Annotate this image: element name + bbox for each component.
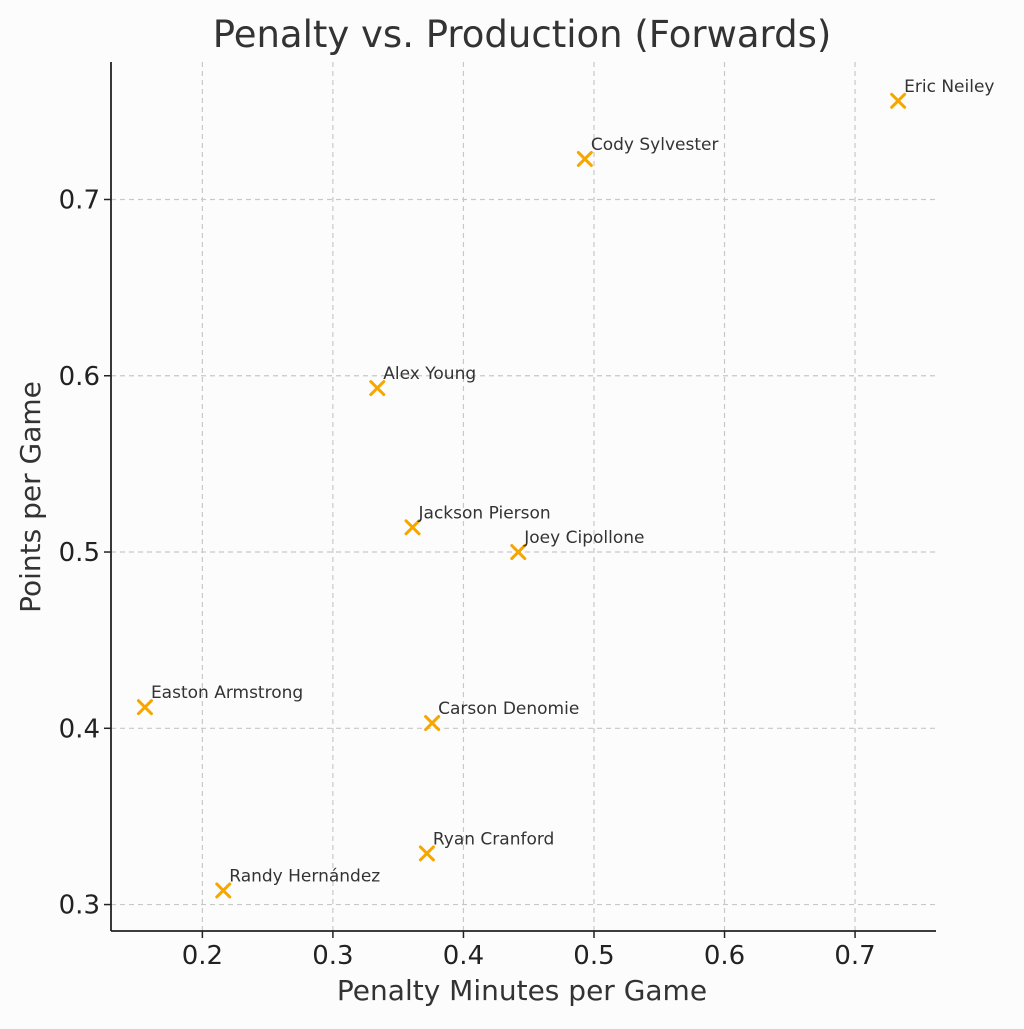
x-marker-stroke (404, 519, 421, 536)
data-point-label: Easton Armstrong (151, 683, 303, 703)
grid-layer (111, 62, 936, 931)
y-tick-label: 0.3 (59, 891, 100, 921)
x-marker-stroke (510, 544, 527, 561)
y-tick-label: 0.4 (59, 714, 100, 744)
data-point-label: Cody Sylvester (591, 135, 719, 155)
data-point-label: Joey Cipollone (523, 528, 644, 548)
y-tick-label: 0.5 (59, 538, 100, 568)
data-point: Ryan Cranford (418, 829, 554, 862)
data-point: Jackson Pierson (404, 503, 551, 536)
y-tick-label: 0.6 (59, 362, 100, 392)
data-point-label: Ryan Cranford (433, 829, 554, 849)
data-point-label: Eric Neiley (904, 77, 994, 97)
data-point: Eric Neiley (890, 77, 995, 109)
data-point-label: Carson Denomie (438, 699, 579, 719)
data-point: Joey Cipollone (510, 528, 644, 561)
x-tick-label: 0.5 (573, 941, 614, 971)
x-marker-stroke (215, 882, 232, 899)
x-marker-stroke (418, 845, 435, 862)
data-point-label: Randy Hernández (229, 866, 380, 886)
x-tick-label: 0.4 (443, 941, 484, 971)
axes (110, 62, 936, 932)
data-point: Carson Denomie (424, 699, 579, 732)
x-marker-stroke (136, 699, 153, 716)
data-points: Eric Neiley Cody Sylvester Alex Young Jacks… (136, 77, 995, 899)
x-marker-stroke (576, 150, 593, 167)
x-tick-label: 0.2 (182, 941, 223, 971)
y-axis-label: Points per Game (14, 381, 47, 613)
x-tick-label: 0.3 (312, 941, 353, 971)
x-marker-stroke (424, 715, 441, 732)
x-marker-stroke (890, 92, 907, 109)
x-tick-label: 0.6 (704, 941, 745, 971)
x-marker-stroke (369, 380, 386, 397)
data-point: Alex Young (369, 364, 476, 397)
x-axis-label: Penalty Minutes per Game (337, 974, 707, 1007)
axis-ticks: 0.2 0.3 0.4 0.5 0.6 0.7 0.3 0.4 0.5 0.6 0.7 (59, 185, 876, 971)
data-point: Cody Sylvester (576, 135, 719, 167)
data-point-label: Jackson Pierson (418, 503, 551, 523)
chart-title: Penalty vs. Production (Forwards) (213, 13, 832, 56)
x-tick-label: 0.7 (834, 941, 875, 971)
y-tick-label: 0.7 (59, 185, 100, 215)
data-point: Randy Hernández (215, 866, 380, 899)
data-point-label: Alex Young (383, 364, 476, 384)
data-point: Easton Armstrong (136, 683, 303, 716)
